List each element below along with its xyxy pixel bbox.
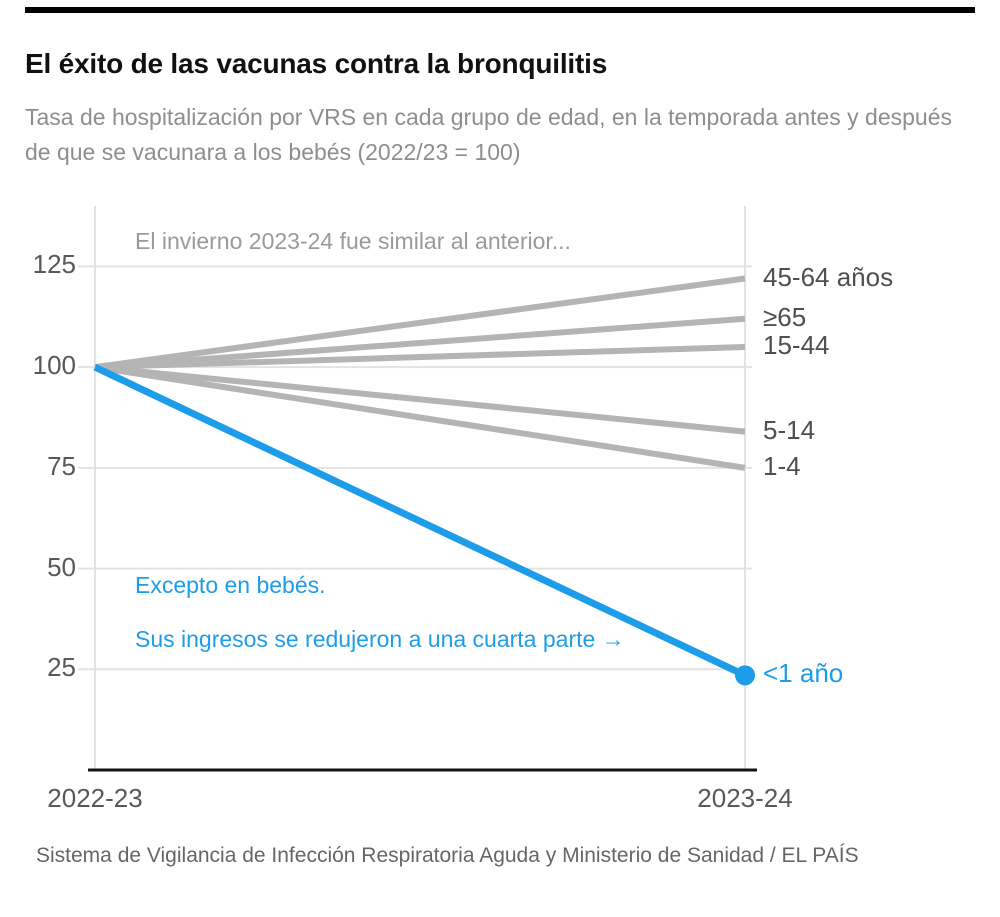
source-credit: Sistema de Vigilancia de Infección Respi… — [36, 844, 859, 867]
series-line-65 — [94, 315, 746, 371]
chart-subtitle: Tasa de hospitalización por VRS en cada … — [25, 104, 953, 165]
series-label-65: ≥65 — [763, 301, 807, 332]
series-endpoint-dot — [735, 665, 755, 686]
y-tick-label-25: 25 — [47, 652, 76, 683]
top-rule — [25, 7, 975, 13]
series-line-1-a-o — [93, 363, 747, 679]
series-label-1-a-o: <1 año — [763, 658, 844, 689]
series-line-15-44 — [94, 344, 746, 371]
y-tick-label-125: 125 — [32, 249, 76, 280]
annotation-similar-winter: El invierno 2023-24 fue similar al anter… — [135, 228, 571, 254]
annotation-quarter-reduction: Sus ingresos se redujeron a una cuarta p… — [135, 626, 625, 652]
y-tick-label-75: 75 — [47, 450, 76, 481]
series-label-15-44: 15-44 — [763, 330, 830, 360]
series-line-45-64-a-os — [94, 275, 746, 371]
series-line-5-14 — [94, 364, 746, 435]
annotation-except-babies: Excepto en bebés. — [135, 572, 326, 598]
series-line-1-4 — [94, 364, 746, 471]
y-tick-label-50: 50 — [47, 551, 76, 582]
series-label-45-64-a-os: 45-64 años — [763, 261, 894, 292]
series-label-1-4: 1-4 — [763, 450, 801, 481]
chart-title: El éxito de las vacunas contra la bronqu… — [25, 48, 608, 79]
y-tick-label-100: 100 — [32, 350, 76, 381]
x-axis-label-2023-24: 2023-24 — [697, 783, 793, 813]
x-axis-label-2022-23: 2022-23 — [47, 783, 143, 813]
series-label-5-14: 5-14 — [763, 414, 816, 445]
